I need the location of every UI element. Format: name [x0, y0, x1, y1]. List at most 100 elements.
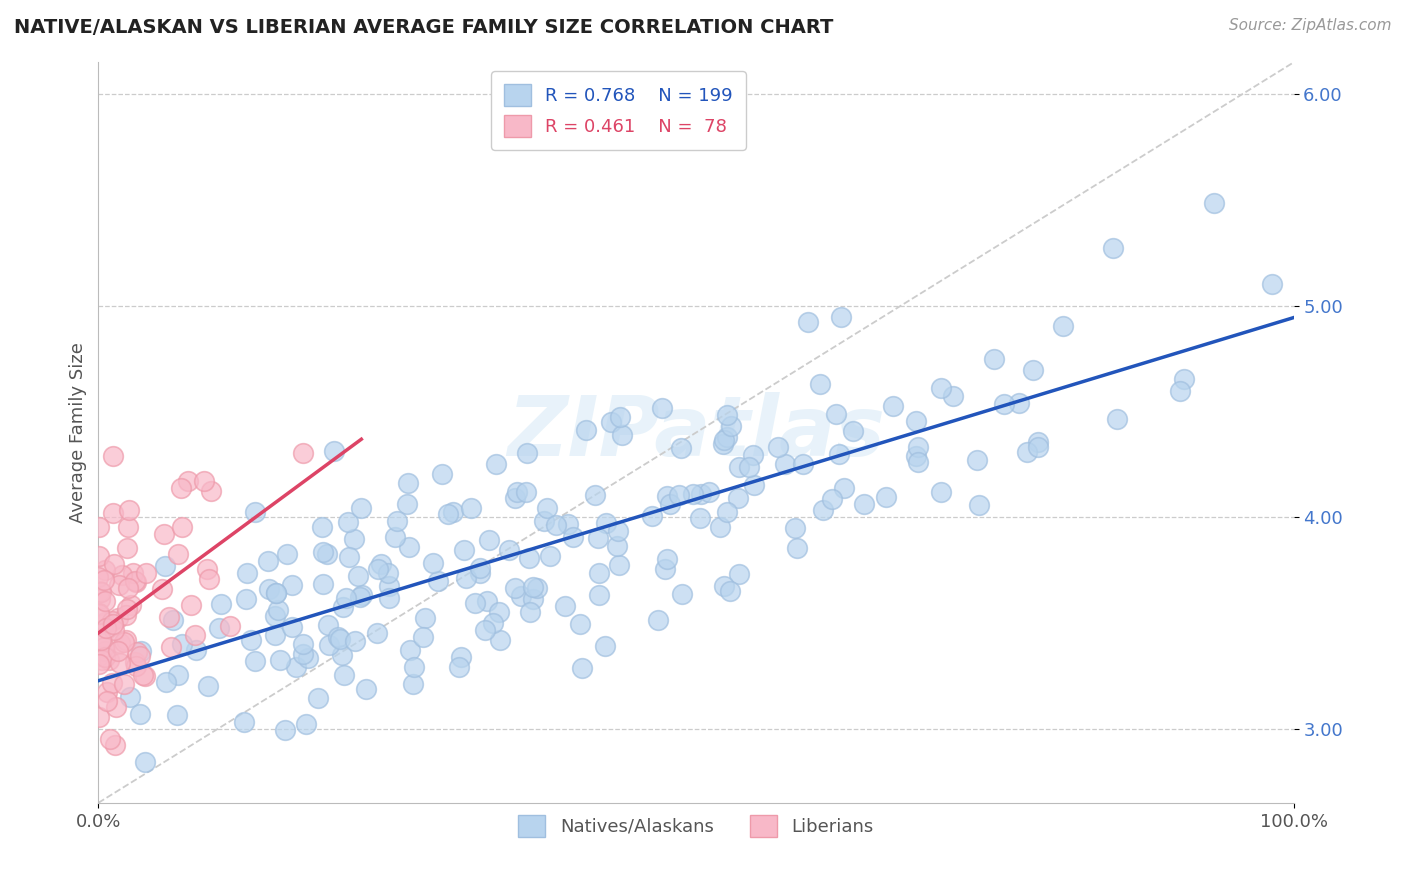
Point — [395, 497, 418, 511]
Point — [264, 586, 287, 600]
Point — [162, 613, 184, 627]
Point — [90, 633, 112, 648]
Point — [157, 609, 180, 624]
Point — [728, 459, 751, 474]
Point — [716, 408, 738, 422]
Point — [200, 484, 222, 499]
Point — [98, 731, 121, 746]
Point — [515, 484, 537, 499]
Point — [546, 518, 568, 533]
Point — [350, 500, 373, 515]
Point — [489, 633, 512, 648]
Point — [291, 637, 314, 651]
Point — [112, 635, 135, 649]
Point — [180, 598, 202, 612]
Point — [120, 598, 142, 612]
Point — [257, 553, 280, 567]
Point — [713, 579, 735, 593]
Point — [853, 497, 876, 511]
Point — [378, 578, 401, 592]
Point — [167, 547, 190, 561]
Point — [89, 649, 111, 664]
Point — [607, 524, 630, 539]
Point — [538, 549, 561, 563]
Point — [517, 551, 540, 566]
Point — [586, 532, 609, 546]
Point — [378, 591, 401, 605]
Point — [671, 587, 693, 601]
Point — [90, 585, 112, 599]
Point — [1026, 440, 1049, 454]
Point — [172, 637, 194, 651]
Point — [713, 433, 735, 447]
Point — [503, 491, 526, 505]
Point — [208, 621, 231, 635]
Point — [332, 648, 354, 663]
Point — [426, 574, 449, 588]
Point — [118, 502, 141, 516]
Point — [641, 508, 664, 523]
Point — [377, 566, 399, 580]
Point — [281, 620, 304, 634]
Point — [813, 502, 835, 516]
Point — [115, 607, 138, 622]
Point — [720, 418, 742, 433]
Point — [475, 594, 498, 608]
Point — [658, 497, 681, 511]
Legend: Natives/Alaskans, Liberians: Natives/Alaskans, Liberians — [509, 805, 883, 846]
Point — [671, 441, 693, 455]
Point — [177, 474, 200, 488]
Point — [720, 583, 742, 598]
Point — [312, 545, 335, 559]
Point — [193, 474, 215, 488]
Point — [257, 582, 280, 596]
Point — [117, 581, 139, 595]
Point — [668, 488, 690, 502]
Point — [727, 491, 749, 505]
Point — [478, 533, 501, 547]
Point — [842, 425, 865, 439]
Point — [209, 597, 232, 611]
Point — [610, 428, 633, 442]
Point — [89, 607, 111, 621]
Point — [554, 599, 576, 614]
Point — [87, 606, 110, 620]
Point — [292, 648, 315, 662]
Point — [328, 630, 350, 644]
Point — [166, 707, 188, 722]
Point — [101, 675, 124, 690]
Point — [160, 640, 183, 655]
Point — [384, 530, 406, 544]
Point — [155, 675, 177, 690]
Point — [830, 310, 852, 324]
Point — [172, 520, 194, 534]
Point — [568, 616, 591, 631]
Point — [129, 644, 152, 658]
Point — [117, 601, 139, 615]
Point — [824, 407, 846, 421]
Point — [124, 574, 146, 588]
Point — [117, 520, 139, 534]
Point — [101, 615, 124, 629]
Point — [218, 619, 240, 633]
Point — [352, 588, 374, 602]
Point — [269, 653, 291, 667]
Point — [993, 397, 1015, 411]
Point — [711, 437, 734, 451]
Point — [441, 505, 464, 519]
Point — [112, 677, 135, 691]
Point — [875, 490, 897, 504]
Point — [114, 632, 136, 647]
Point — [264, 627, 287, 641]
Point — [115, 541, 138, 555]
Point — [450, 649, 472, 664]
Point — [413, 611, 436, 625]
Point — [1022, 363, 1045, 377]
Point — [1008, 396, 1031, 410]
Point — [197, 679, 219, 693]
Point — [929, 381, 952, 395]
Point — [737, 459, 759, 474]
Point — [93, 617, 115, 632]
Point — [828, 446, 851, 460]
Point — [150, 582, 173, 596]
